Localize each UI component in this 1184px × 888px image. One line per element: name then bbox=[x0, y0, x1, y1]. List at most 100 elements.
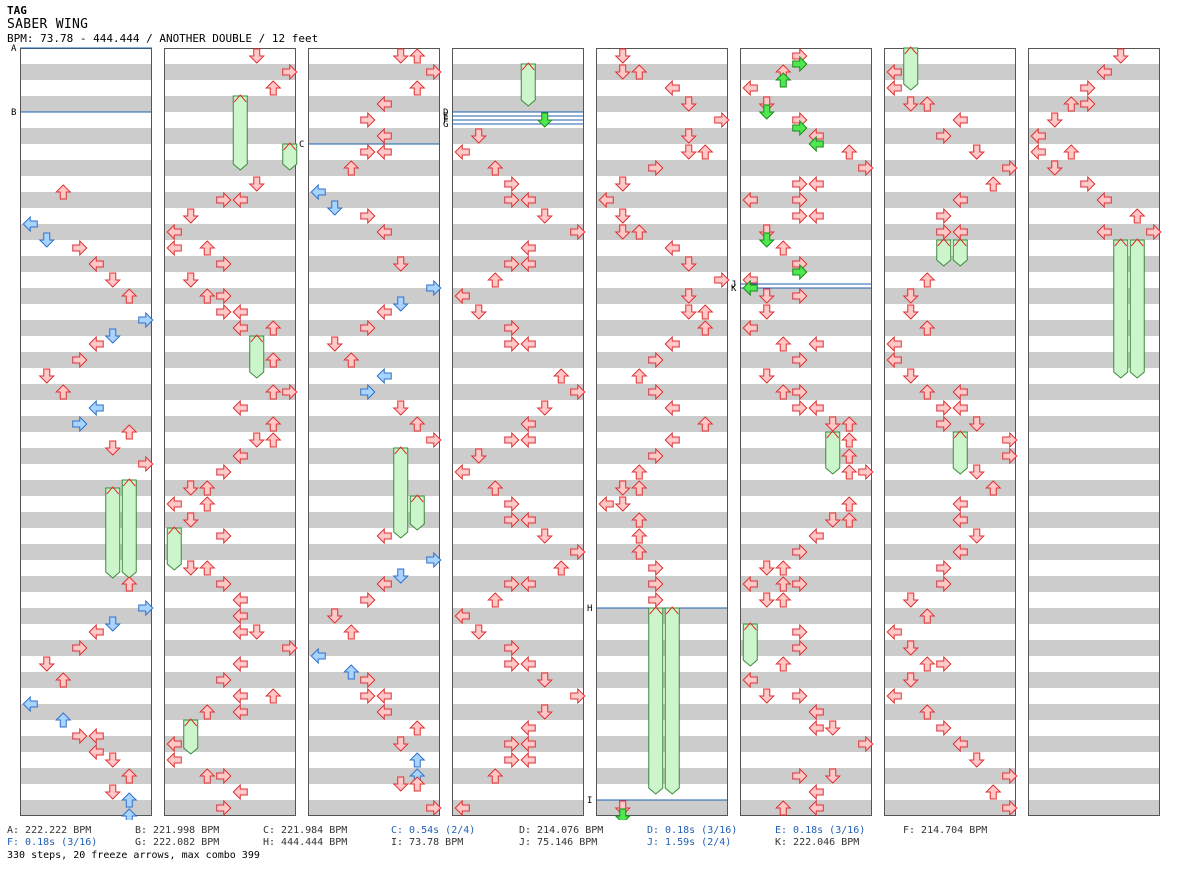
step-arrow bbox=[426, 63, 442, 81]
beat-stripe bbox=[740, 480, 872, 496]
beat-stripe bbox=[452, 608, 584, 624]
step-arrow bbox=[614, 208, 631, 224]
step-arrow bbox=[138, 599, 154, 617]
step-arrow bbox=[409, 776, 426, 792]
step-arrow bbox=[409, 48, 426, 64]
step-arrow bbox=[664, 239, 680, 257]
step-arrow bbox=[775, 576, 792, 592]
step-arrow bbox=[199, 560, 216, 576]
step-arrow bbox=[454, 799, 470, 817]
beat-stripe bbox=[1028, 416, 1160, 432]
step-arrow bbox=[88, 623, 104, 641]
stop-legend-entry: D: 0.18s (3/16) bbox=[647, 825, 738, 836]
step-arrow bbox=[520, 735, 536, 753]
step-arrow bbox=[216, 575, 232, 593]
step-arrow bbox=[360, 143, 376, 161]
bpm-legend-entry: B: 221.998 BPM bbox=[135, 825, 220, 836]
step-arrow bbox=[121, 792, 138, 808]
step-arrow bbox=[952, 543, 968, 561]
beat-stripe bbox=[740, 736, 872, 752]
beat-stripe bbox=[1028, 768, 1160, 784]
freeze-arrow bbox=[952, 431, 968, 475]
step-arrow bbox=[1063, 96, 1080, 112]
step-arrow bbox=[454, 607, 470, 625]
step-arrow bbox=[968, 528, 985, 544]
chart-column-6 bbox=[740, 48, 872, 816]
step-arrow bbox=[504, 495, 520, 513]
beat-stripe bbox=[452, 160, 584, 176]
step-arrow bbox=[343, 624, 360, 640]
beat-stripe bbox=[884, 704, 1016, 720]
step-arrow bbox=[199, 704, 216, 720]
beat-stripe bbox=[884, 448, 1016, 464]
step-arrow bbox=[182, 560, 199, 576]
step-arrow bbox=[664, 335, 680, 353]
beat-stripe bbox=[308, 64, 440, 80]
step-arrow bbox=[758, 104, 775, 120]
step-arrow bbox=[536, 208, 553, 224]
step-arrow bbox=[216, 799, 232, 817]
beat-stripe bbox=[20, 96, 152, 112]
step-arrow bbox=[182, 512, 199, 528]
beat-stripe bbox=[20, 704, 152, 720]
beat-stripe bbox=[596, 320, 728, 336]
step-arrow bbox=[360, 671, 376, 689]
step-arrow bbox=[808, 527, 824, 545]
step-arrow bbox=[470, 128, 487, 144]
beat-stripe bbox=[884, 160, 1016, 176]
step-arrow bbox=[520, 191, 536, 209]
step-arrow bbox=[570, 223, 586, 241]
beat-stripe bbox=[20, 160, 152, 176]
step-arrow bbox=[648, 575, 664, 593]
step-arrow bbox=[792, 287, 808, 305]
step-arrow bbox=[166, 735, 182, 753]
step-arrow bbox=[121, 808, 138, 820]
step-arrow bbox=[648, 351, 664, 369]
step-arrow bbox=[808, 399, 824, 417]
beat-stripe bbox=[740, 320, 872, 336]
step-arrow bbox=[232, 703, 248, 721]
step-arrow bbox=[936, 575, 952, 593]
step-arrow bbox=[553, 560, 570, 576]
step-arrow bbox=[824, 768, 841, 784]
step-arrow bbox=[919, 704, 936, 720]
freeze-head bbox=[743, 622, 757, 631]
step-arrow bbox=[232, 447, 248, 465]
beat-stripe bbox=[596, 416, 728, 432]
step-arrow bbox=[1080, 79, 1096, 97]
step-arrow bbox=[792, 351, 808, 369]
step-arrow bbox=[614, 224, 631, 240]
freeze-head bbox=[953, 430, 967, 439]
step-arrow bbox=[775, 240, 792, 256]
step-arrow bbox=[680, 128, 697, 144]
step-arrow bbox=[1129, 208, 1146, 224]
step-arrow bbox=[376, 703, 392, 721]
bpm-legend-entry: J: 75.146 BPM bbox=[519, 837, 598, 848]
beat-stripe bbox=[884, 480, 1016, 496]
beat-stripe bbox=[452, 480, 584, 496]
beat-stripe bbox=[740, 128, 872, 144]
beat-stripe bbox=[164, 512, 296, 528]
step-arrow bbox=[808, 335, 824, 353]
step-arrow bbox=[664, 79, 680, 97]
freeze-arrow bbox=[282, 143, 298, 171]
beat-stripe bbox=[164, 608, 296, 624]
step-arrow bbox=[936, 127, 952, 145]
step-arrow bbox=[520, 335, 536, 353]
beat-stripe bbox=[1028, 480, 1160, 496]
step-arrow bbox=[1030, 127, 1046, 145]
beat-stripe bbox=[1028, 128, 1160, 144]
beat-stripe bbox=[308, 448, 440, 464]
step-arrow bbox=[216, 303, 232, 321]
bpm-legend-entry: I: 73.78 BPM bbox=[391, 837, 464, 848]
beat-stripe bbox=[1028, 64, 1160, 80]
step-arrow bbox=[199, 240, 216, 256]
beat-stripe bbox=[596, 480, 728, 496]
beat-stripe bbox=[308, 544, 440, 560]
step-arrow bbox=[680, 288, 697, 304]
beat-stripe bbox=[452, 416, 584, 432]
step-arrow bbox=[858, 735, 874, 753]
beat-stripe bbox=[308, 736, 440, 752]
beat-stripe bbox=[164, 480, 296, 496]
step-arrow bbox=[487, 480, 504, 496]
